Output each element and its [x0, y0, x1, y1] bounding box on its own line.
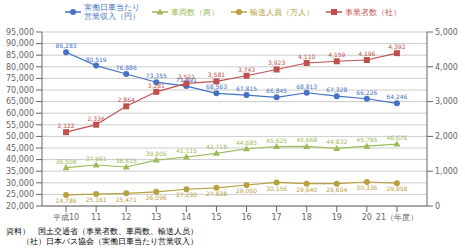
svg-text:14: 14 [181, 213, 191, 222]
svg-text:70,000: 70,000 [8, 86, 34, 95]
svg-text:44,832: 44,832 [326, 138, 347, 145]
svg-text:25,161: 25,161 [86, 196, 107, 203]
svg-text:45,625: 45,625 [266, 137, 287, 144]
svg-text:68,813: 68,813 [296, 83, 317, 90]
svg-text:2,336: 2,336 [88, 115, 105, 122]
svg-text:29,060: 29,060 [236, 187, 257, 194]
svg-text:73,355: 73,355 [146, 72, 167, 79]
svg-text:30,000: 30,000 [8, 179, 34, 188]
svg-text:26,096: 26,096 [146, 194, 167, 201]
svg-text:27,230: 27,230 [176, 191, 197, 198]
svg-text:3,743: 3,743 [238, 66, 255, 73]
svg-text:41,115: 41,115 [176, 147, 197, 154]
svg-text:20,000: 20,000 [8, 202, 34, 211]
svg-text:20: 20 [362, 213, 372, 222]
svg-text:5,000: 5,000 [435, 28, 457, 37]
svg-text:45,000: 45,000 [8, 144, 34, 153]
svg-text:44,685: 44,685 [236, 139, 257, 146]
svg-text:3,281: 3,281 [148, 82, 165, 89]
svg-text:90,000: 90,000 [8, 39, 34, 48]
svg-text:13: 13 [151, 213, 161, 222]
svg-text:25,000: 25,000 [8, 190, 34, 199]
svg-text:86,283: 86,283 [56, 42, 77, 49]
svg-text:46,676: 46,676 [386, 134, 407, 141]
svg-text:29,604: 29,604 [326, 186, 347, 193]
svg-text:4,110: 4,110 [298, 53, 315, 60]
svg-text:36,508: 36,508 [56, 158, 77, 165]
svg-text:45,785: 45,785 [356, 136, 377, 143]
svg-text:29,640: 29,640 [296, 186, 317, 193]
html-text:輸送人員（万人）: 輸送人員（万人） [249, 7, 314, 17]
svg-text:4,392: 4,392 [388, 43, 405, 50]
svg-text:95,000: 95,000 [8, 28, 34, 37]
svg-text:67,815: 67,815 [236, 85, 257, 92]
svg-text:37,661: 37,661 [86, 155, 107, 162]
svg-text:3,581: 3,581 [208, 71, 225, 78]
svg-text:30,336: 30,336 [356, 184, 377, 191]
svg-text:24,786: 24,786 [56, 197, 77, 204]
svg-text:1,000: 1,000 [435, 167, 457, 176]
svg-text:80,519: 80,519 [86, 56, 107, 63]
svg-text:平成10: 平成10 [53, 213, 79, 222]
svg-text:45,668: 45,668 [296, 136, 317, 143]
svg-text:42,718: 42,718 [206, 143, 227, 150]
svg-text:4,159: 4,159 [328, 51, 345, 58]
html-text:車両数（两）: 車両数（两） [170, 7, 219, 17]
svg-text:60,000: 60,000 [8, 109, 34, 118]
html-text:事業者数（社）: 事業者数（社） [344, 7, 401, 17]
svg-text:39,806: 39,806 [146, 150, 167, 157]
svg-text:15: 15 [211, 213, 221, 222]
svg-text:66,845: 66,845 [266, 87, 287, 94]
svg-text:2,864: 2,864 [118, 96, 135, 103]
svg-text:4,196: 4,196 [358, 50, 375, 57]
svg-text:36,815: 36,815 [116, 157, 137, 164]
svg-text:75,000: 75,000 [8, 74, 34, 83]
svg-text:66,226: 66,226 [356, 89, 377, 96]
svg-text:0: 0 [435, 202, 440, 211]
svg-text:16: 16 [241, 213, 251, 222]
svg-text:25,471: 25,471 [116, 196, 137, 203]
svg-text:3,521: 3,521 [178, 73, 195, 80]
svg-text:67,328: 67,328 [326, 86, 347, 93]
svg-text:35,000: 35,000 [8, 167, 34, 176]
svg-text:18: 18 [302, 213, 312, 222]
svg-text:3,923: 3,923 [268, 59, 285, 66]
svg-text:27,838: 27,838 [206, 190, 227, 197]
html-text:（社）日本バス協会（実働日車当たり営業収入）: （社）日本バス協会（実働日車当たり営業収入） [6, 237, 198, 246]
svg-text:55,000: 55,000 [8, 121, 34, 130]
svg-text:50,000: 50,000 [8, 132, 34, 141]
svg-text:65,000: 65,000 [8, 97, 34, 106]
svg-text:85,000: 85,000 [8, 51, 34, 60]
svg-text:40,000: 40,000 [8, 155, 34, 164]
svg-text:11: 11 [91, 213, 101, 222]
svg-text:76,886: 76,886 [116, 64, 137, 71]
svg-text:4,000: 4,000 [435, 63, 457, 72]
svg-text:21（年度）: 21（年度） [376, 213, 418, 222]
svg-text:68,563: 68,563 [206, 83, 227, 90]
svg-text:80,000: 80,000 [8, 63, 34, 72]
svg-text:2,122: 2,122 [57, 122, 74, 129]
svg-text:29,858: 29,858 [386, 185, 407, 192]
svg-text:2,000: 2,000 [435, 132, 457, 141]
svg-text:12: 12 [121, 213, 131, 222]
svg-text:3,000: 3,000 [435, 97, 457, 106]
svg-text:17: 17 [272, 213, 282, 222]
html-text:資料） 国土交通省（事業者数、車両数、輸送人员）: 資料） 国土交通省（事業者数、車両数、輸送人员） [6, 227, 198, 236]
html-text:実働日車当たり 営業収入（円）: 実働日車当たり 営業収入（円） [83, 3, 140, 21]
svg-text:64,246: 64,246 [386, 93, 407, 100]
svg-text:19: 19 [332, 213, 342, 222]
svg-text:30,156: 30,156 [266, 185, 287, 192]
